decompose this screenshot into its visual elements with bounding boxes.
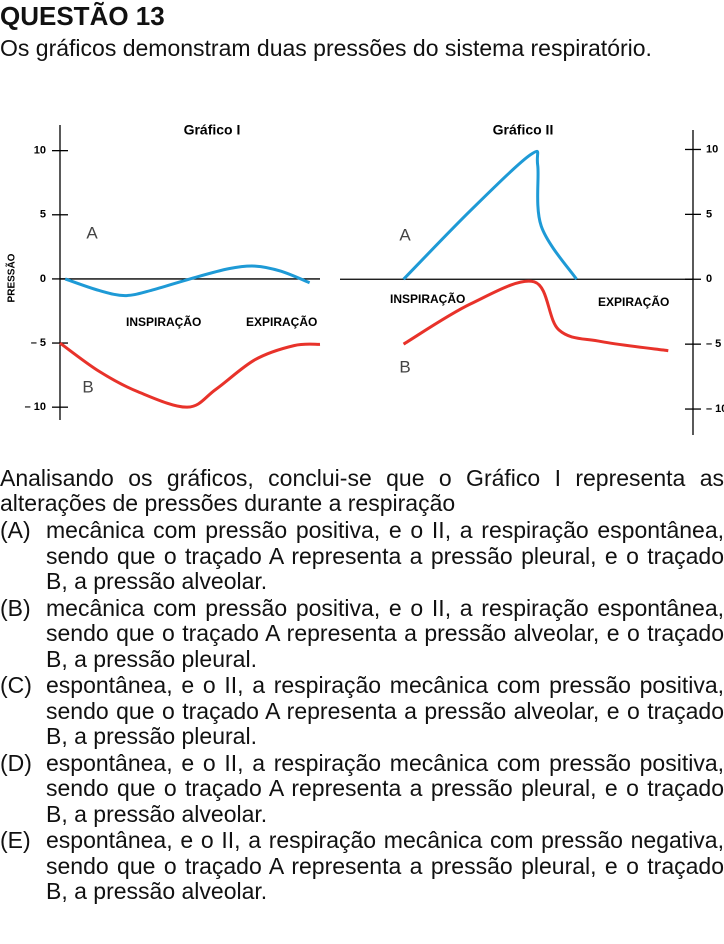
figure: Gráfico I PRESSÃO 10 5 0 – 5 – 10 INSPIRAÇÃO EXP…: [5, 122, 724, 435]
option-letter: (C): [0, 672, 32, 698]
option: (D) espontânea, e o II, a respiração mecâ…: [0, 749, 724, 828]
option-text: espontânea, e o II, a respiração mecânic…: [46, 672, 724, 749]
option-letter: (A): [0, 517, 31, 543]
y-tick-label: – 5: [706, 338, 721, 350]
y-tick-label: 0: [706, 273, 712, 285]
y-tick-label: – 10: [706, 403, 724, 415]
option-letter: (D): [0, 749, 32, 776]
option-letter: (B): [0, 594, 31, 621]
phase-label: INSPIRAÇÃO: [126, 314, 201, 329]
option-text: espontânea, e o II, a respiração mecânic…: [46, 827, 724, 904]
option: (E) espontânea, e o II, a respiração mecâ…: [0, 827, 724, 905]
y-tick-label: – 10: [25, 401, 46, 413]
y-tick-label: 10: [34, 145, 46, 157]
y-tick-label: 10: [706, 143, 718, 155]
phase-label: EXPIRAÇÃO: [598, 294, 669, 309]
options: (A) mecânica com pressão positiva, e o II…: [0, 517, 724, 906]
curve-label: B: [82, 377, 93, 396]
y-axis-label: PRESSÃO: [5, 253, 18, 302]
y-tick-label: – 5: [31, 337, 46, 349]
curve: [64, 264, 311, 298]
option: (A) mecânica com pressão positiva, e o II…: [0, 517, 724, 595]
option-letter: (E): [0, 827, 31, 853]
graph-title: Gráfico II: [493, 122, 554, 138]
curve-label: A: [399, 225, 411, 244]
curve-label: B: [399, 357, 410, 376]
option-text: mecânica com pressão positiva, e o II, a…: [46, 594, 724, 672]
y-tick-label: 5: [40, 209, 46, 221]
y-tick-label: 0: [40, 273, 46, 285]
phase-label: INSPIRAÇÃO: [390, 291, 465, 306]
graph-title: Gráfico I: [184, 122, 241, 138]
option-text: espontânea, e o II, a respiração mecânic…: [46, 749, 724, 827]
option: (C) espontânea, e o II, a respiração mecâ…: [0, 672, 724, 750]
option-text: mecânica com pressão positiva, e o II, a…: [46, 517, 724, 594]
phase-label: EXPIRAÇÃO: [246, 314, 317, 329]
curve-label: A: [86, 223, 98, 242]
curve: [402, 149, 578, 281]
curve: [59, 341, 321, 409]
option: (B) mecânica com pressão positiva, e o II…: [0, 594, 724, 673]
y-tick-label: 5: [706, 208, 712, 220]
curve: [402, 279, 669, 353]
intro: Os gráficos demonstram duas pressões do …: [0, 35, 652, 61]
stem: Analisando os gráficos, conclui-se que o…: [0, 465, 724, 516]
question-title: QUESTÃO 13: [0, 1, 165, 31]
